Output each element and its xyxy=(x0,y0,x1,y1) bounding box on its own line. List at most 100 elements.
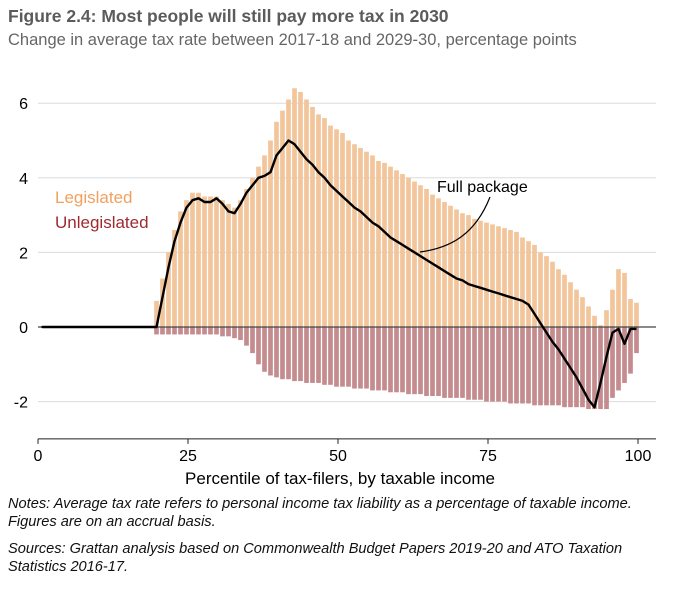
unlegislated-bar xyxy=(622,327,627,383)
unlegislated-bar xyxy=(580,327,585,408)
legislated-bar xyxy=(208,196,213,327)
legislated-bar xyxy=(166,252,171,327)
notes-text: Notes: Average tax rate refers to person… xyxy=(8,496,632,530)
unlegislated-bar xyxy=(292,327,297,382)
chart-subtitle: Change in average tax rate between 2017-… xyxy=(8,31,577,49)
legislated-bar xyxy=(538,252,543,327)
legislated-bar xyxy=(514,231,519,327)
unlegislated-bar xyxy=(178,327,183,335)
unlegislated-bar xyxy=(550,327,555,406)
unlegislated-bar xyxy=(334,327,339,387)
x-tick-label: 75 xyxy=(479,448,497,465)
legislated-bar xyxy=(400,174,405,327)
unlegislated-bar xyxy=(430,327,435,397)
legislated-bar xyxy=(520,237,525,327)
unlegislated-bar xyxy=(220,327,225,337)
legislated-bar xyxy=(244,188,249,327)
legislated-bar xyxy=(508,230,513,327)
y-tick-label: 2 xyxy=(19,245,28,262)
legislated-bar xyxy=(460,213,465,327)
unlegislated-bar xyxy=(364,327,369,389)
unlegislated-bar xyxy=(412,327,417,395)
x-tick-label: 0 xyxy=(34,448,43,465)
unlegislated-bar xyxy=(556,327,561,406)
legislated-bar xyxy=(238,200,243,327)
legislated-bar xyxy=(196,192,201,327)
legislated-bar xyxy=(214,196,219,327)
unlegislated-bar xyxy=(424,327,429,397)
legislated-bar xyxy=(472,218,477,327)
unlegislated-bar xyxy=(514,327,519,404)
legislated-bar xyxy=(340,133,345,327)
unlegislated-bar xyxy=(616,327,621,391)
unlegislated-bar xyxy=(454,327,459,398)
unlegislated-bar xyxy=(322,327,327,385)
unlegislated-bar xyxy=(286,327,291,380)
unlegislated-bar xyxy=(310,327,315,383)
unlegislated-bar xyxy=(496,327,501,402)
legislated-bar xyxy=(328,125,333,327)
unlegislated-bar xyxy=(184,327,189,335)
unlegislated-bar xyxy=(508,327,513,404)
legislated-bar xyxy=(580,297,585,327)
unlegislated-bar xyxy=(628,327,633,374)
legend-legislated: Legislated xyxy=(55,188,133,207)
unlegislated-bar xyxy=(598,327,603,410)
legislated-bar xyxy=(568,282,573,327)
unlegislated-bar xyxy=(208,327,213,335)
legislated-bar xyxy=(526,241,531,327)
unlegislated-bar xyxy=(418,327,423,395)
legislated-bar xyxy=(448,205,453,327)
legislated-bar xyxy=(232,207,237,327)
legislated-bar xyxy=(550,261,555,327)
legislated-bar xyxy=(634,302,639,327)
legislated-bar xyxy=(220,200,225,327)
unlegislated-bar xyxy=(226,327,231,337)
unlegislated-bar xyxy=(268,327,273,376)
legislated-bar xyxy=(178,211,183,327)
unlegislated-bar xyxy=(154,327,159,335)
unlegislated-bar xyxy=(502,327,507,402)
unlegislated-bar xyxy=(634,327,639,354)
y-tick-label: -2 xyxy=(14,395,28,412)
unlegislated-bar xyxy=(214,327,219,335)
unlegislated-bar xyxy=(328,327,333,385)
unlegislated-bar xyxy=(406,327,411,395)
legislated-bar xyxy=(604,310,609,327)
x-axis-label: Percentile of tax-filers, by taxable inc… xyxy=(185,469,495,488)
legislated-bar xyxy=(382,162,387,327)
full-package-line xyxy=(41,139,637,409)
legislated-bar xyxy=(394,170,399,327)
legislated-bar xyxy=(616,269,621,327)
unlegislated-bar xyxy=(376,327,381,391)
unlegislated-bar xyxy=(484,327,489,402)
unlegislated-bar xyxy=(400,327,405,393)
unlegislated-bar xyxy=(160,327,165,335)
y-tick-label: 6 xyxy=(19,96,28,113)
unlegislated-bar xyxy=(172,327,177,335)
y-tick-label: 0 xyxy=(19,320,28,337)
chart-title: Figure 2.4: Most people will still pay m… xyxy=(8,6,449,26)
legislated-bar xyxy=(544,256,549,327)
legislated-bar xyxy=(454,209,459,327)
legislated-bar xyxy=(346,140,351,327)
unlegislated-bar xyxy=(274,327,279,378)
legislated-bar xyxy=(442,202,447,327)
unlegislated-bar xyxy=(436,327,441,397)
legislated-bar xyxy=(256,166,261,327)
unlegislated-bar xyxy=(466,327,471,400)
legislated-bar xyxy=(190,192,195,327)
full-package-annotation: Full package xyxy=(437,179,528,196)
unlegislated-bar xyxy=(298,327,303,382)
legislated-bar xyxy=(286,99,291,327)
unlegislated-bar xyxy=(586,327,591,410)
unlegislated-bar xyxy=(190,327,195,335)
legislated-bar xyxy=(502,228,507,327)
legislated-bar xyxy=(628,299,633,327)
unlegislated-bar xyxy=(352,327,357,389)
unlegislated-bar xyxy=(544,327,549,406)
legislated-bar xyxy=(172,230,177,327)
legislated-bar xyxy=(430,194,435,327)
legislated-bar xyxy=(184,200,189,327)
